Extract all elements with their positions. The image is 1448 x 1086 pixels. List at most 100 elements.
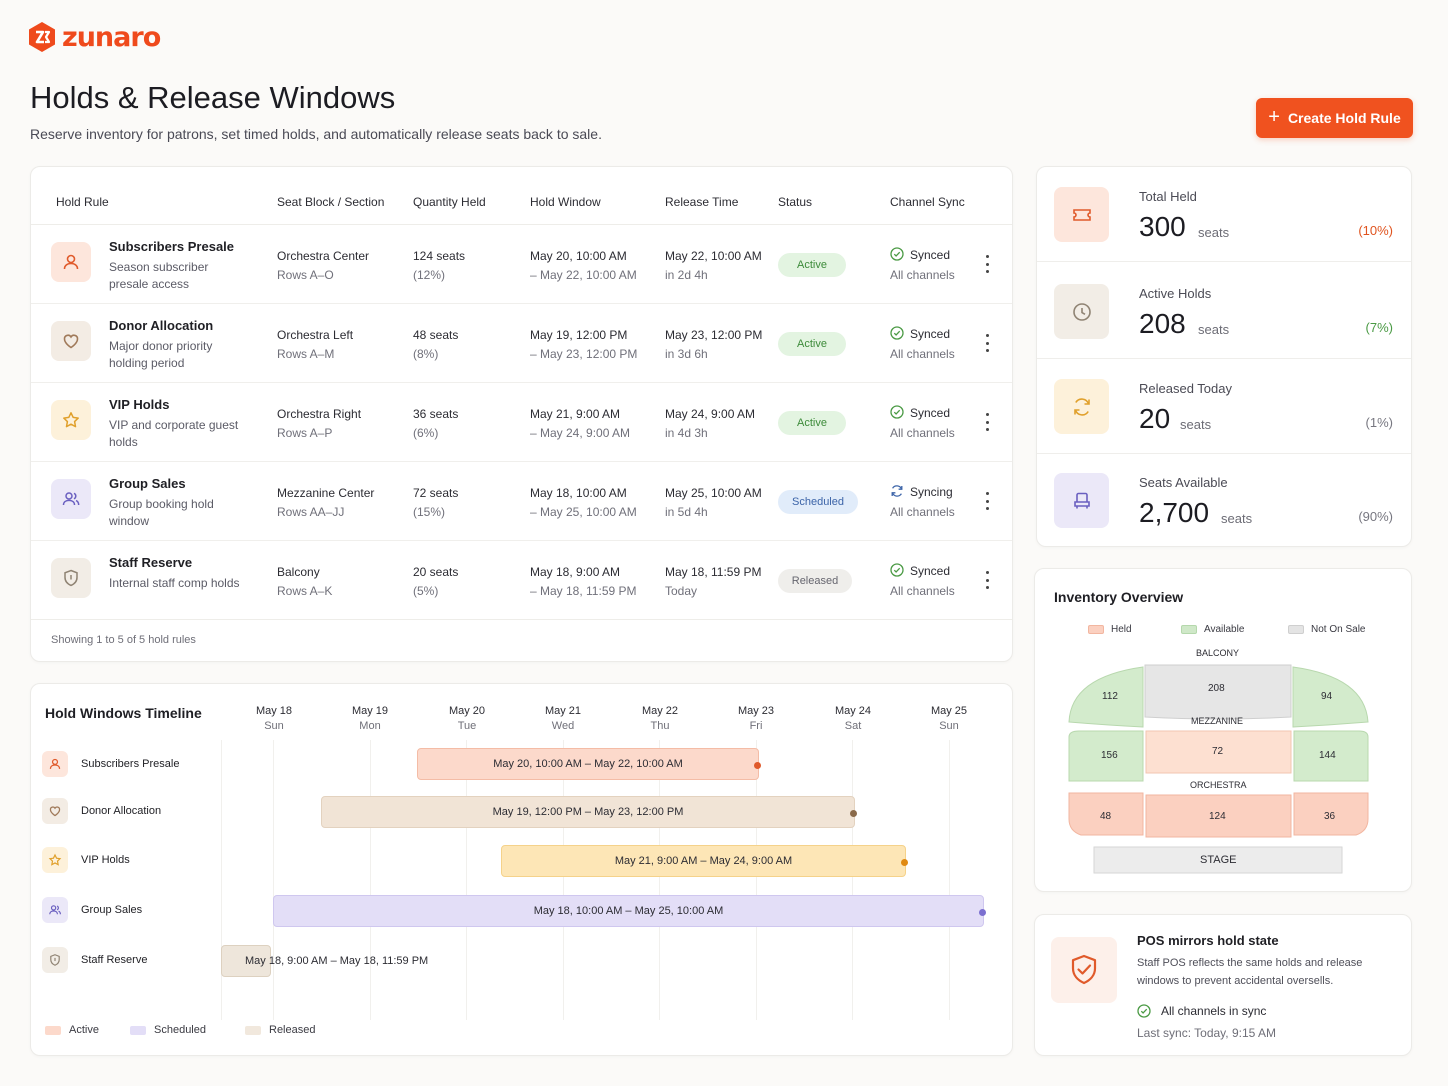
rows: Rows A–K [277, 584, 333, 598]
col-quantity[interactable]: Quantity Held [413, 195, 486, 209]
more-icon[interactable] [984, 255, 990, 273]
orchestra-right-section[interactable] [1293, 792, 1369, 836]
col-channel-sync[interactable]: Channel Sync [890, 195, 965, 209]
section: Balcony [277, 565, 320, 579]
stat-unit: seats [1180, 417, 1212, 432]
section: Mezzanine Center [277, 486, 375, 500]
mezzanine-label: MEZZANINE [1191, 716, 1244, 726]
more-icon[interactable] [984, 413, 990, 431]
grid-line [949, 740, 950, 1020]
more-icon[interactable] [984, 571, 990, 589]
day-date: May 18 [255, 705, 293, 717]
stats-panel: Total Held 300 seats (10%) Active Holds … [1036, 166, 1412, 547]
sync-channels: All channels [890, 584, 955, 598]
brand-logo[interactable]: zunaro [28, 20, 161, 54]
stat-released-today: Released Today 20 seats (1%) [1037, 359, 1411, 454]
refresh-icon [1054, 379, 1109, 434]
timeline-bar-subscribers[interactable]: May 20, 10:00 AM – May 22, 10:00 AM [417, 748, 761, 780]
day-weekday: Thu [650, 720, 670, 732]
seat-icon [1054, 473, 1109, 528]
quantity: 72 seats [413, 486, 459, 500]
more-icon[interactable] [984, 334, 990, 352]
timeline-bar-group[interactable]: May 18, 10:00 AM – May 25, 10:00 AM [273, 895, 986, 927]
orchestra-left-section[interactable] [1068, 792, 1144, 836]
sync-status: Syncing [910, 485, 953, 499]
rule-name[interactable]: Staff Reserve [109, 555, 193, 570]
timeline-title: Hold Windows Timeline [45, 705, 202, 721]
more-icon[interactable] [984, 492, 990, 510]
table-row[interactable]: VIP Holds VIP and corporate guest holds … [31, 383, 1012, 462]
mezzanine-right-section[interactable] [1293, 730, 1369, 782]
col-status[interactable]: Status [778, 195, 813, 209]
table-row[interactable]: Donor Allocation Major donor priority ho… [31, 304, 1012, 383]
release-countdown: in 3d 6h [665, 347, 708, 361]
table-row[interactable]: Staff Reserve Internal staff comp holds … [31, 541, 1012, 620]
grid-line [221, 740, 222, 1020]
legend-held: Held [1088, 624, 1132, 635]
window-end: – May 25, 10:00 AM [530, 505, 637, 519]
balcony-center-section[interactable] [1144, 664, 1292, 720]
inventory-overview: Inventory Overview Held Available Not On… [1034, 568, 1412, 892]
rule-name[interactable]: Subscribers Presale [109, 239, 235, 254]
quantity: 124 seats [413, 249, 466, 263]
release-dot [901, 859, 908, 866]
user-icon [51, 242, 91, 282]
balcony-center-count: 208 [1208, 683, 1225, 694]
table-row[interactable]: Subscribers Presale Season subscriber pr… [31, 225, 1012, 304]
orchestra-center-section[interactable] [1145, 794, 1292, 838]
col-hold-rule[interactable]: Hold Rule [56, 195, 109, 209]
page-subtitle: Reserve inventory for patrons, set timed… [30, 126, 602, 142]
timeline-day: May 25 Sun [914, 704, 984, 734]
timeline-bar-staff[interactable]: May 18, 9:00 AM – May 18, 11:59 PM [221, 945, 428, 977]
balcony-left-section[interactable] [1068, 666, 1144, 728]
rows: Rows AA–JJ [277, 505, 345, 519]
mezzanine-left-section[interactable] [1068, 730, 1144, 782]
col-seat-block[interactable]: Seat Block / Section [277, 195, 385, 209]
quantity-pct: (15%) [413, 505, 446, 519]
bar-label: May 18, 10:00 AM – May 25, 10:00 AM [533, 905, 724, 917]
release-time: May 22, 10:00 AM [665, 249, 762, 263]
stat-unit: seats [1221, 511, 1253, 526]
col-release-time[interactable]: Release Time [665, 195, 739, 209]
balcony-right-section[interactable] [1292, 666, 1369, 728]
create-hold-rule-label: Create Hold Rule [1287, 110, 1401, 126]
stat-seats-available: Seats Available 2,700 seats (90%) [1037, 453, 1411, 548]
timeline-day: May 23 Fri [721, 704, 791, 734]
timeline-row-label: Donor Allocation [81, 805, 162, 817]
sync-status: Synced [910, 248, 951, 262]
window-end: – May 22, 10:00 AM [530, 268, 637, 282]
quantity: 36 seats [413, 407, 459, 421]
day-weekday: Sun [939, 720, 959, 732]
create-hold-rule-button[interactable]: + Create Hold Rule [1256, 98, 1413, 138]
timeline-day: May 20 Tue [432, 704, 502, 734]
legend-label: Held [1111, 624, 1132, 635]
shield-icon [42, 947, 68, 973]
legend-label: Scheduled [154, 1024, 206, 1036]
col-hold-window[interactable]: Hold Window [530, 195, 601, 209]
day-date: May 20 [448, 705, 486, 717]
release-countdown: in 5d 4h [665, 505, 708, 519]
timeline-bar-vip[interactable]: May 21, 9:00 AM – May 24, 9:00 AM [501, 845, 908, 877]
table-row[interactable]: Group Sales Group booking hold window Me… [31, 462, 1012, 541]
quantity-pct: (5%) [413, 584, 439, 598]
rule-desc: Season subscriber presale access [109, 260, 209, 291]
status-badge: Scheduled [778, 490, 858, 514]
sync-channels: All channels [890, 426, 955, 440]
timeline-bar-donor[interactable]: May 19, 12:00 PM – May 23, 12:00 PM [321, 796, 857, 828]
group-icon [51, 479, 91, 519]
status-badge: Active [778, 332, 846, 356]
balcony-right-count: 94 [1321, 691, 1333, 702]
timeline-day: May 22 Thu [625, 704, 695, 734]
rule-name[interactable]: Donor Allocation [109, 318, 214, 333]
day-weekday: Mon [359, 720, 381, 732]
sync-status: Synced [910, 564, 951, 578]
timeline-day: May 24 Sat [818, 704, 888, 734]
release-countdown: Today [665, 584, 698, 598]
stat-percent: (1%) [1365, 415, 1393, 430]
shield-check-icon [1051, 937, 1117, 1003]
rule-name[interactable]: Group Sales [109, 476, 186, 491]
hold-rules-table: Hold Rule Seat Block / Section Quantity … [30, 166, 1013, 662]
rows: Rows A–O [277, 268, 334, 282]
rule-name[interactable]: VIP Holds [109, 397, 170, 412]
mezzanine-center-section[interactable] [1145, 730, 1292, 774]
